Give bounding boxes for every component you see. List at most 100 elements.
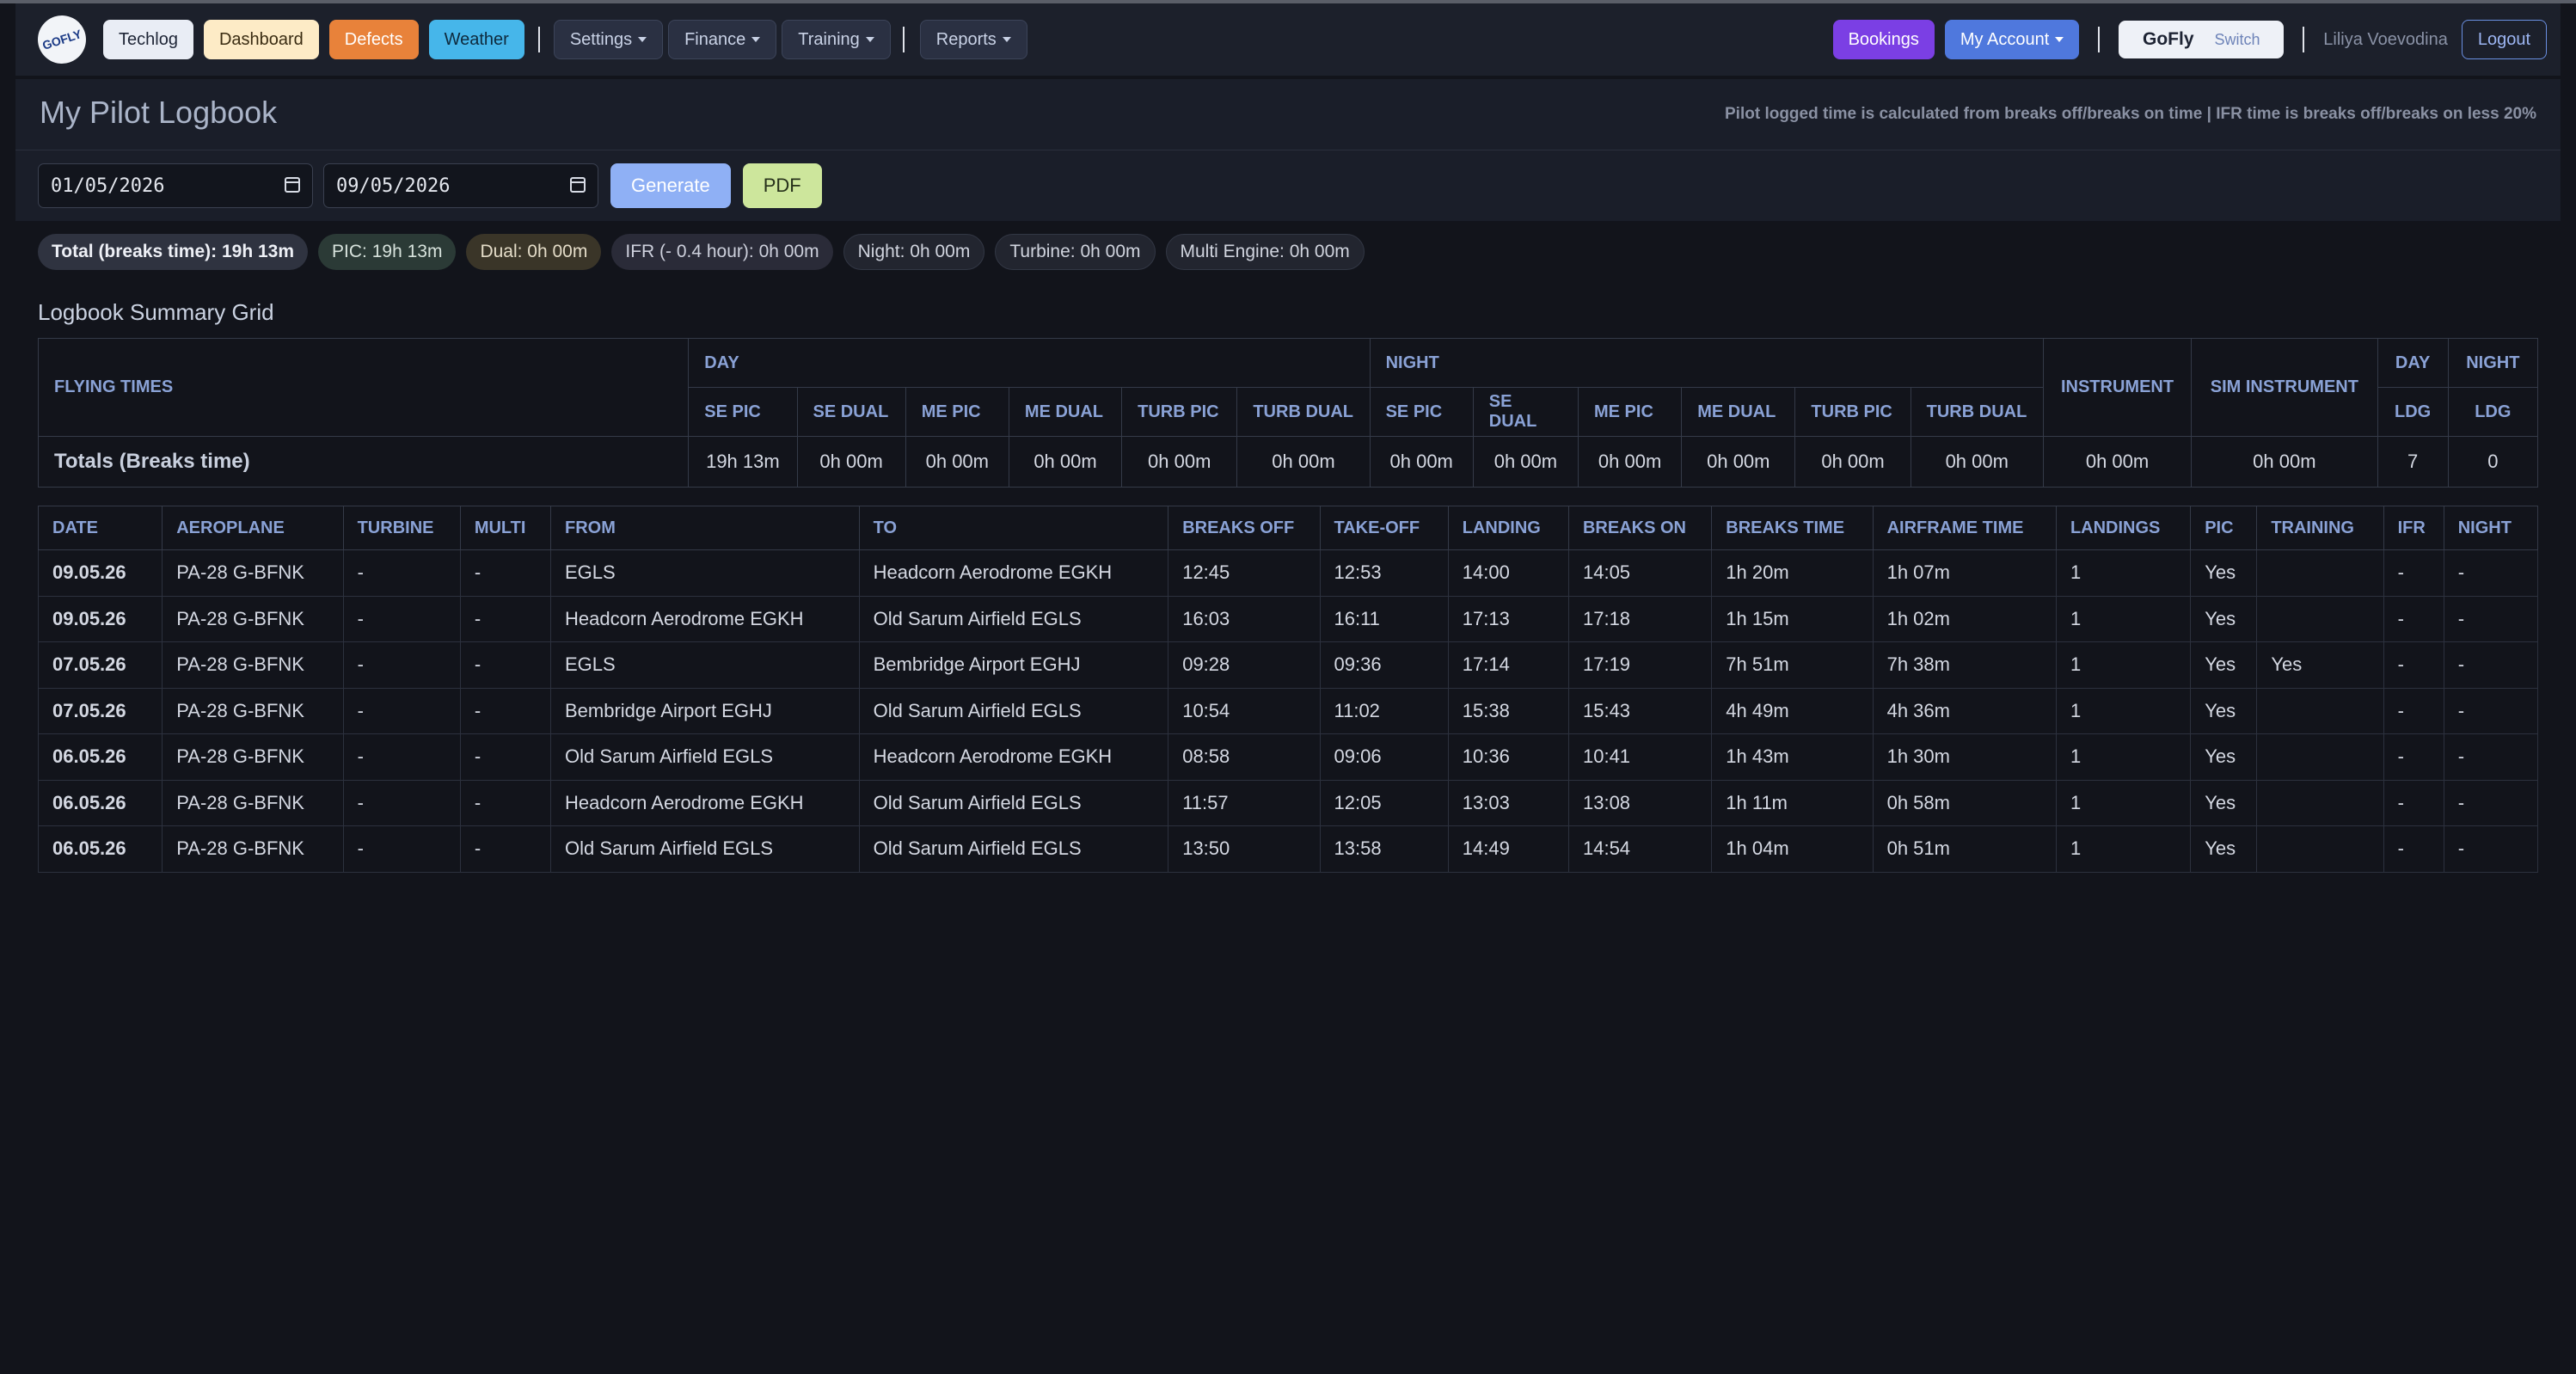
cell-landing: 15:38 <box>1447 687 1569 734</box>
table-row[interactable]: 07.05.26 PA-28 G-BFNK - - EGLS Bembridge Airp… <box>37 641 2539 689</box>
cell-ifr: - <box>2383 687 2444 734</box>
cell-from: Bembridge Airport EGHJ <box>549 687 860 734</box>
table-row[interactable]: 09.05.26 PA-28 G-BFNK - - Headcorn Aerodrome… <box>37 595 2539 642</box>
training-dropdown[interactable]: Training <box>782 20 891 59</box>
defects-button[interactable]: Defects <box>328 20 419 59</box>
org-switcher[interactable]: GoFly Switch <box>2119 21 2285 58</box>
column-header-aeroplane[interactable]: AEROPLANE <box>162 506 344 550</box>
finance-dropdown[interactable]: Finance <box>668 20 777 59</box>
night-turb-pic-header: TURB PIC <box>1794 387 1911 437</box>
calculation-note: Pilot logged time is calculated from bre… <box>1725 105 2536 123</box>
date-from-input[interactable]: 01/05/2026 <box>38 163 313 208</box>
day-me-dual-value: 0h 00m <box>1008 436 1123 488</box>
totals-row: Totals (Breaks time) 19h 13m 0h 00m 0h 0… <box>37 436 2539 488</box>
cell-pic: Yes <box>2190 825 2258 873</box>
pdf-button[interactable]: PDF <box>742 163 822 208</box>
table-row[interactable]: 06.05.26 PA-28 G-BFNK - - Old Sarum Airfield… <box>37 733 2539 781</box>
reports-label: Reports <box>935 29 997 49</box>
cell-landings: 1 <box>2055 779 2192 826</box>
cell-airframe-time: 4h 36m <box>1872 687 2057 734</box>
column-header-date[interactable]: DATE <box>37 506 163 550</box>
cell-take-off: 11:02 <box>1319 687 1449 734</box>
cell-date: 07.05.26 <box>37 641 163 689</box>
day-turb-dual-header: TURB DUAL <box>1236 387 1371 437</box>
column-header-breaks-on[interactable]: BREAKS ON <box>1567 506 1713 550</box>
cell-landing: 13:03 <box>1447 779 1569 826</box>
day-se-pic-header: SE PIC <box>688 387 798 437</box>
dual-badge: Dual: 0h 00m <box>466 234 602 270</box>
my-account-dropdown[interactable]: My Account <box>1944 20 2080 59</box>
cell-airframe-time: 1h 07m <box>1872 549 2057 597</box>
techlog-button[interactable]: Techlog <box>103 20 193 59</box>
cell-turbine: - <box>342 779 461 826</box>
column-header-night[interactable]: NIGHT <box>2443 506 2539 550</box>
night-me-pic-header: ME PIC <box>1577 387 1683 437</box>
switch-link[interactable]: Switch <box>2214 30 2260 48</box>
column-header-multi[interactable]: MULTI <box>459 506 551 550</box>
reports-dropdown[interactable]: Reports <box>919 20 1027 59</box>
cell-turbine: - <box>342 825 461 873</box>
bookings-button[interactable]: Bookings <box>1832 20 1935 59</box>
table-row[interactable]: 09.05.26 PA-28 G-BFNK - - EGLS Headcorn Aerod… <box>37 549 2539 597</box>
day-me-dual-header: ME DUAL <box>1008 387 1123 437</box>
table-row[interactable]: 06.05.26 PA-28 G-BFNK - - Old Sarum Airfield… <box>37 825 2539 873</box>
dashboard-button[interactable]: Dashboard <box>203 20 319 59</box>
cell-ifr: - <box>2383 779 2444 826</box>
gofly-logo[interactable]: GOFLY <box>31 9 93 71</box>
date-to-input[interactable]: 09/05/2026 <box>323 163 598 208</box>
column-header-from[interactable]: FROM <box>549 506 860 550</box>
column-header-landing[interactable]: LANDING <box>1447 506 1569 550</box>
cell-pic: Yes <box>2190 549 2258 597</box>
generate-button[interactable]: Generate <box>610 163 731 208</box>
log-header-row: DATE AEROPLANE TURBINE MULTI FROM TO BREAKS OF… <box>37 506 2539 550</box>
cell-to: Old Sarum Airfield EGLS <box>858 687 1169 734</box>
column-header-airframe-time[interactable]: AIRFRAME TIME <box>1872 506 2057 550</box>
cell-breaks-off: 16:03 <box>1168 595 1321 642</box>
column-header-training[interactable]: TRAINING <box>2256 506 2384 550</box>
weather-button[interactable]: Weather <box>428 20 524 59</box>
day-se-dual-header: SE DUAL <box>796 387 906 437</box>
column-header-ifr[interactable]: IFR <box>2383 506 2444 550</box>
cell-airframe-time: 7h 38m <box>1872 641 2057 689</box>
logout-button[interactable]: Logout <box>2461 20 2547 59</box>
cell-night: - <box>2443 779 2539 826</box>
night-turb-dual-value: 0h 00m <box>1910 436 2044 488</box>
cell-breaks-on: 14:05 <box>1567 549 1713 597</box>
night-ldg-header: LDG <box>2447 387 2539 437</box>
sim-instrument-header: SIM INSTRUMENT <box>2191 338 2378 437</box>
calendar-icon[interactable] <box>570 177 586 193</box>
cell-take-off: 09:06 <box>1319 733 1449 781</box>
cell-date: 09.05.26 <box>37 549 163 597</box>
cell-training <box>2256 549 2384 597</box>
nav-divider <box>902 27 905 52</box>
totals-label: Totals (Breaks time) <box>37 436 690 488</box>
cell-turbine: - <box>342 641 461 689</box>
table-row[interactable]: 07.05.26 PA-28 G-BFNK - - Bembridge Airport … <box>37 687 2539 734</box>
total-badge: Total (breaks time): 19h 13m <box>38 234 309 270</box>
table-row[interactable]: 06.05.26 PA-28 G-BFNK - - Headcorn Aerodrome… <box>37 779 2539 826</box>
column-header-breaks-off[interactable]: BREAKS OFF <box>1168 506 1321 550</box>
column-header-to[interactable]: TO <box>858 506 1169 550</box>
column-header-take-off[interactable]: TAKE-OFF <box>1319 506 1449 550</box>
day-turb-dual-value: 0h 00m <box>1236 436 1371 488</box>
cell-take-off: 16:11 <box>1319 595 1449 642</box>
settings-dropdown[interactable]: Settings <box>553 20 664 59</box>
cell-breaks-on: 10:41 <box>1567 733 1713 781</box>
cell-breaks-off: 12:45 <box>1168 549 1321 597</box>
cell-from: Headcorn Aerodrome EGKH <box>549 595 860 642</box>
nav-divider <box>2303 27 2305 52</box>
cell-pic: Yes <box>2190 641 2258 689</box>
column-header-landings[interactable]: LANDINGS <box>2055 506 2192 550</box>
night-turb-pic-value: 0h 00m <box>1794 436 1911 488</box>
column-header-turbine[interactable]: TURBINE <box>342 506 461 550</box>
cell-take-off: 12:05 <box>1319 779 1449 826</box>
cell-from: Headcorn Aerodrome EGKH <box>549 779 860 826</box>
cell-airframe-time: 0h 58m <box>1872 779 2057 826</box>
cell-to: Old Sarum Airfield EGLS <box>858 595 1169 642</box>
cell-breaks-off: 09:28 <box>1168 641 1321 689</box>
column-header-pic[interactable]: PIC <box>2190 506 2258 550</box>
calendar-icon[interactable] <box>285 177 300 193</box>
cell-ifr: - <box>2383 825 2444 873</box>
cell-breaks-time: 1h 20m <box>1711 549 1874 597</box>
column-header-breaks-time[interactable]: BREAKS TIME <box>1711 506 1874 550</box>
